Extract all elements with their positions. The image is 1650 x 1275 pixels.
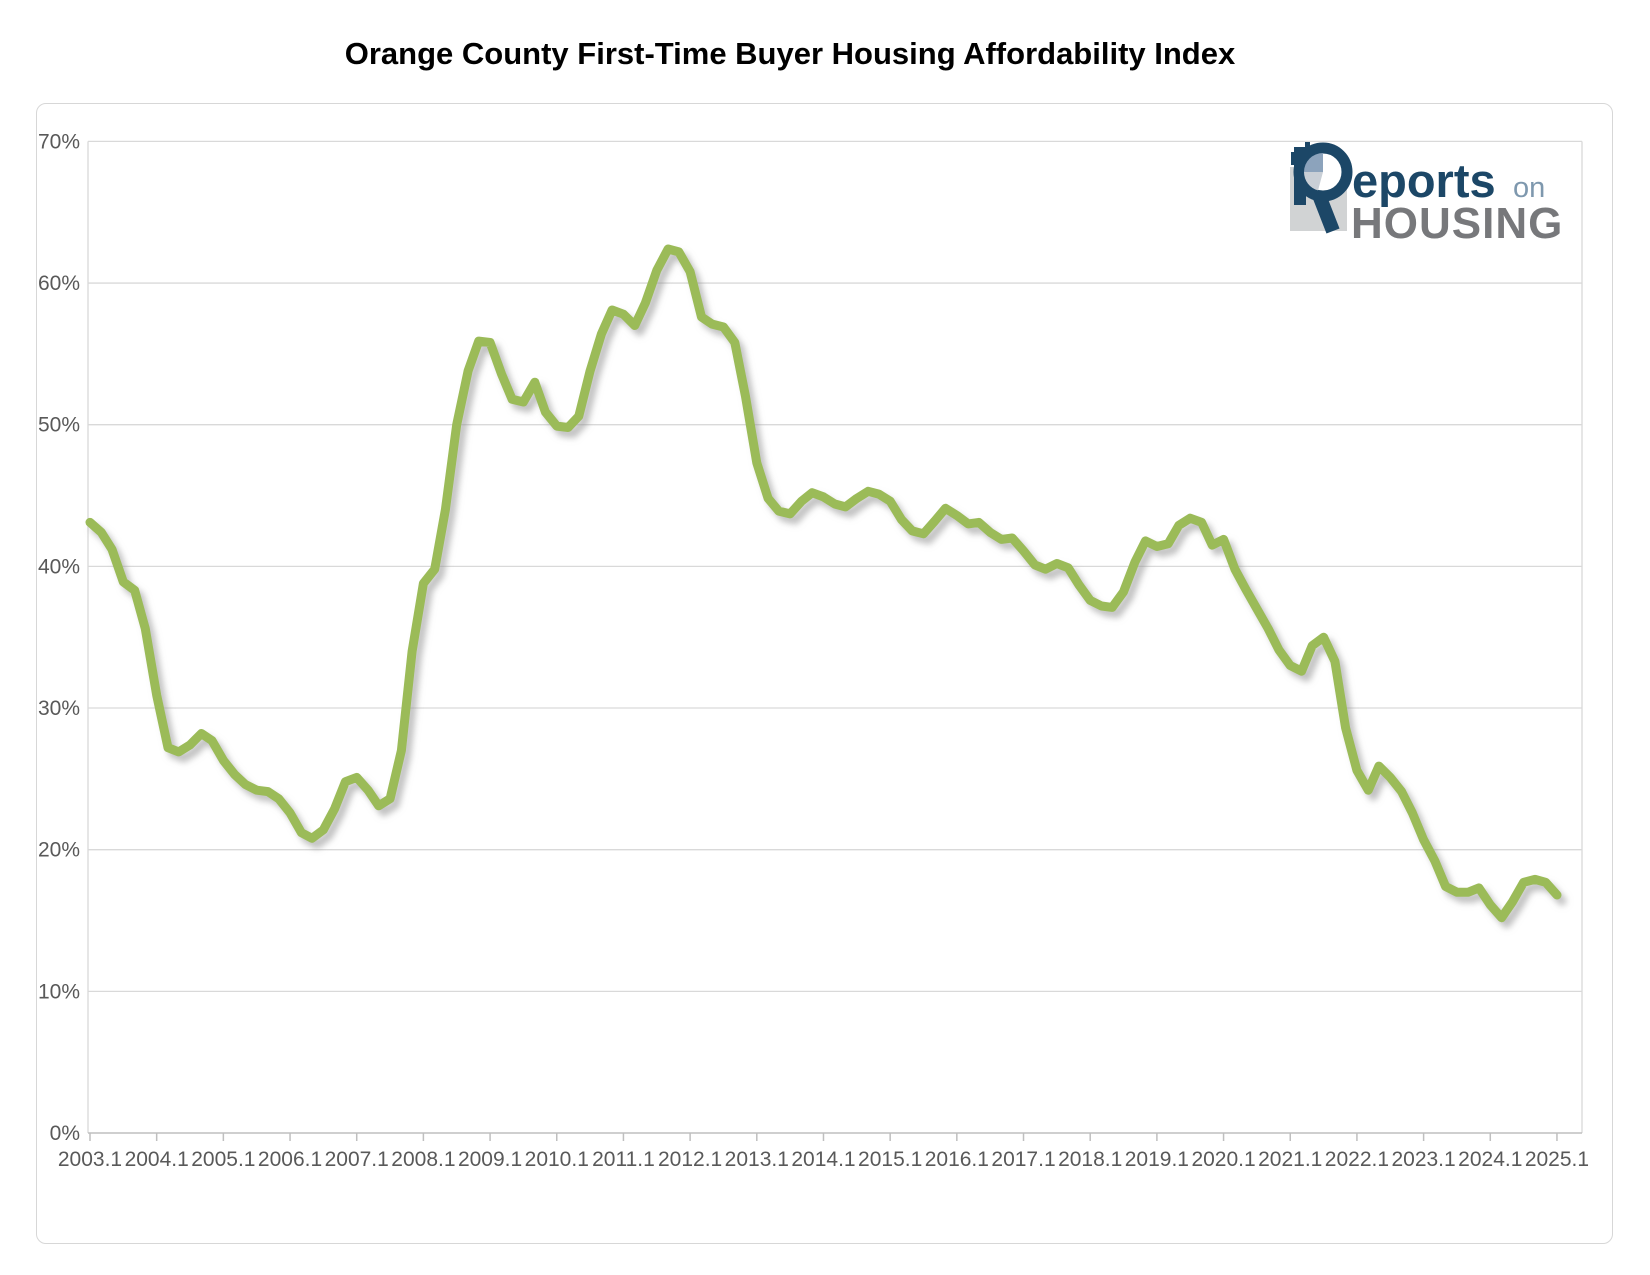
x-tick-label: 2012.1: [658, 1148, 722, 1171]
x-tick-label: 2023.1: [1391, 1148, 1455, 1171]
y-axis-tick-labels: 0% 10% 20% 30% 40% 50% 60% 70%: [38, 130, 80, 1145]
logo-pie-slice-gray: [1303, 172, 1323, 191]
x-tick-label: 2003.1: [58, 1148, 122, 1171]
x-tick-label: 2008.1: [391, 1148, 455, 1171]
x-tick-label: 2005.1: [191, 1148, 255, 1171]
y-tick-label: 60%: [38, 272, 80, 295]
x-tick-label: 2020.1: [1191, 1148, 1255, 1171]
y-tick-label: 30%: [38, 697, 80, 720]
x-tick-label: 2009.1: [458, 1148, 522, 1171]
logo-text-on: on: [1513, 172, 1545, 204]
x-tick-label: 2007.1: [325, 1148, 389, 1171]
x-tick-label: 2017.1: [991, 1148, 1055, 1171]
x-tick-label: 2022.1: [1325, 1148, 1389, 1171]
y-tick-label: 40%: [38, 555, 80, 578]
reports-on-housing-logo: eports on HOUSING: [1290, 142, 1563, 248]
logo-text-reports: eports: [1352, 154, 1496, 207]
y-tick-label: 10%: [38, 980, 80, 1003]
x-tick-label: 2015.1: [858, 1148, 922, 1171]
x-axis-tick-labels: 2003.1 2004.1 2005.1 2006.1 2007.1 2008.1 2009…: [58, 1148, 1589, 1171]
horizontal-gridlines: [88, 140, 1582, 992]
y-tick-label: 0%: [50, 1122, 80, 1145]
y-tick-label: 20%: [38, 839, 80, 862]
logo-pie-slice-blue: [1304, 153, 1323, 172]
y-tick-label: 70%: [38, 130, 80, 153]
chart-frame: [36, 103, 1613, 1244]
x-tick-label: 2021.1: [1258, 1148, 1322, 1171]
logo-bar-chart-icon: [1291, 152, 1296, 165]
logo-text-housing: HOUSING: [1351, 199, 1563, 248]
x-tick-label: 2004.1: [125, 1148, 189, 1171]
y-tick-label: 50%: [38, 414, 80, 437]
x-tick-label: 2013.1: [725, 1148, 789, 1171]
x-tick-label: 2010.1: [525, 1148, 589, 1171]
x-tick-label: 2024.1: [1458, 1148, 1522, 1171]
chart-title: Orange County First-Time Buyer Housing A…: [344, 36, 1236, 71]
x-tick-label: 2016.1: [925, 1148, 989, 1171]
x-tick-label: 2011.1: [592, 1148, 655, 1171]
x-tick-label: 2019.1: [1125, 1148, 1189, 1171]
affordability-index-line: [85, 244, 1562, 923]
x-tick-label: 2014.1: [791, 1148, 855, 1171]
axes: [87, 141, 1583, 1141]
x-tick-label: 2006.1: [258, 1148, 322, 1171]
x-tick-label: 2018.1: [1058, 1148, 1122, 1171]
x-tick-label: 2025.1: [1525, 1148, 1589, 1171]
